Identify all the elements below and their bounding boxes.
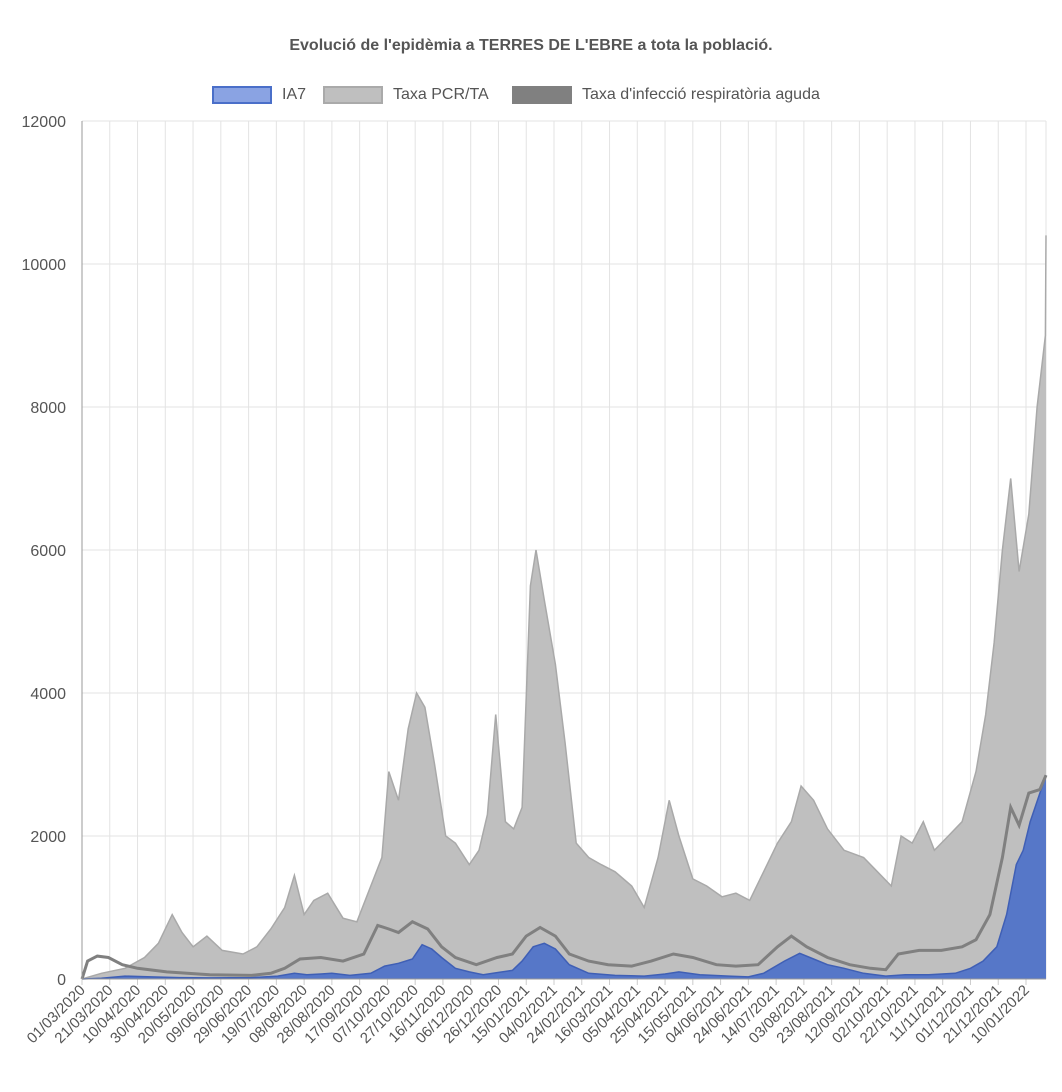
legend-item-pcr-ta[interactable]: Taxa PCR/TA — [323, 86, 489, 104]
y-tick-label: 0 — [57, 972, 66, 989]
legend-item-ira[interactable]: Taxa d'infecció respiratòria aguda — [512, 86, 820, 104]
legend-label-ira: Taxa d'infecció respiratòria aguda — [582, 86, 820, 103]
series-line-ia7 — [81, 774, 1047, 980]
y-tick-label: 4000 — [30, 686, 66, 703]
y-tick-label: 10000 — [22, 257, 67, 274]
legend-label-ia7: IA7 — [282, 86, 307, 103]
y-tick-label: 2000 — [30, 829, 66, 846]
series-area-pcr-ta — [82, 235, 1046, 979]
legend-swatch-ia7 — [212, 86, 272, 104]
y-tick-label: 8000 — [30, 400, 66, 417]
legend-swatch-ira — [512, 86, 572, 104]
legend-swatch-pcr-ta — [323, 86, 383, 104]
legend: IA7 Taxa PCR/TA Taxa d'infecció respirat… — [0, 86, 1062, 110]
series-layer — [80, 235, 1048, 980]
axes: 02000400060008000100001200001/03/202021/… — [22, 114, 1046, 1047]
series-line-ira — [80, 774, 1048, 980]
chart-title: Evolució de l'epidèmia a TERRES DE L'EBR… — [289, 37, 773, 54]
legend-label-pcr-ta: Taxa PCR/TA — [393, 86, 489, 103]
y-tick-label: 12000 — [22, 114, 67, 131]
series-line-pcr-ta — [81, 235, 1047, 980]
y-tick-label: 6000 — [30, 543, 66, 560]
legend-item-ia7[interactable]: IA7 — [212, 86, 306, 104]
